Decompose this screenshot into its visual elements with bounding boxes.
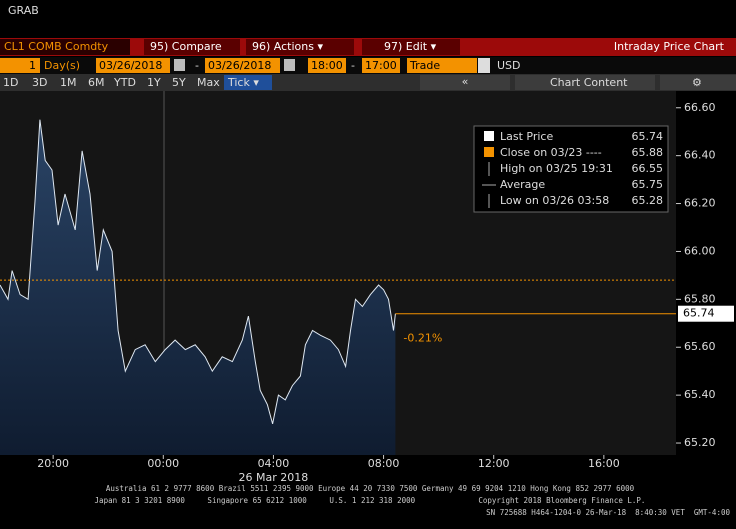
- last-price-tag: [678, 305, 734, 322]
- legend-box: [473, 125, 669, 213]
- range-option[interactable]: 1D: [3, 76, 18, 89]
- legend-icon: [484, 131, 494, 141]
- function-title: Intraday Price Chart: [614, 40, 725, 53]
- toolbar-button[interactable]: 96) Actions ▾: [252, 40, 323, 53]
- field[interactable]: [205, 58, 280, 73]
- range-option[interactable]: 1M: [60, 76, 77, 89]
- toolbar-button[interactable]: 97) Edit ▾: [384, 40, 437, 53]
- range-option[interactable]: Tick ▾: [227, 76, 259, 89]
- settings-button[interactable]: [660, 75, 736, 90]
- x-tick-label: 12:00: [478, 457, 510, 470]
- chart-content[interactable]: Chart Content: [550, 76, 628, 89]
- range-option[interactable]: Max: [197, 76, 220, 89]
- screen-title: GRAB: [8, 4, 39, 17]
- legend-value: 65.74: [632, 130, 664, 143]
- change-label: -0.21%: [403, 332, 442, 345]
- y-tick-label: 66.40: [684, 149, 716, 162]
- footer-line: Australia 61 2 9777 8600 Brazil 5511 239…: [106, 484, 635, 493]
- legend-label: Average: [500, 178, 545, 191]
- range-option[interactable]: 5Y: [172, 76, 186, 89]
- collapse[interactable]: «: [462, 75, 469, 88]
- legend-label: Low on 03/26 03:58: [500, 194, 609, 207]
- range-option[interactable]: 1Y: [147, 76, 161, 89]
- separator: -: [195, 59, 199, 72]
- end-time[interactable]: 17:00: [365, 59, 397, 72]
- security[interactable]: CL1 COMB Comdty: [4, 40, 109, 53]
- active-range[interactable]: [224, 75, 272, 90]
- y-tick-label: 65.60: [684, 340, 716, 353]
- dropdown[interactable]: [478, 58, 490, 73]
- legend-icon: [484, 147, 494, 157]
- button-bg[interactable]: [246, 39, 354, 55]
- button-bg[interactable]: [144, 39, 240, 55]
- price-line: [0, 119, 396, 425]
- field[interactable]: [0, 58, 40, 73]
- y-tick-label: 66.60: [684, 101, 716, 114]
- legend-label: Close on 03/23 ----: [500, 146, 602, 159]
- y-tick-label: 65.80: [684, 292, 716, 305]
- legend-label: High on 03/25 19:31: [500, 162, 613, 175]
- last-price-tag-label: 65.74: [683, 307, 715, 320]
- legend-label: Last Price: [500, 130, 553, 143]
- days-field[interactable]: 1: [29, 59, 36, 72]
- security-field[interactable]: [0, 39, 130, 55]
- days-unit: Day(s): [44, 59, 80, 72]
- toolbar-button[interactable]: 95) Compare: [150, 40, 222, 53]
- x-tick-label: 04:00: [258, 457, 290, 470]
- plot: [0, 119, 676, 455]
- date-label: 26 Mar 2018: [239, 471, 309, 484]
- y-tick-label: 65.20: [684, 436, 716, 449]
- legend-value: 65.28: [632, 194, 664, 207]
- field[interactable]: Trade: [409, 59, 440, 72]
- calendar-icon[interactable]: [174, 59, 185, 71]
- price-area: [0, 119, 396, 455]
- range-option[interactable]: 3D: [32, 76, 47, 89]
- separator: -: [351, 59, 355, 72]
- footer-line: Japan 81 3 3201 8900 Singapore 65 6212 1…: [95, 496, 646, 505]
- range-option[interactable]: 6M: [88, 76, 105, 89]
- chart-content-button[interactable]: [515, 75, 655, 90]
- legend-value: 65.75: [632, 178, 664, 191]
- range-option[interactable]: YTD: [113, 76, 136, 89]
- collapse-button[interactable]: [420, 75, 510, 90]
- footer-line: SN 725688 H464-1204-0 26-Mar-18 8:40:30 …: [486, 508, 730, 517]
- gear-icon[interactable]: ⚙: [692, 76, 702, 89]
- legend-value: 66.55: [632, 162, 664, 175]
- y-tick-label: 66.00: [684, 244, 716, 257]
- x-tick-label: 16:00: [588, 457, 620, 470]
- field[interactable]: [362, 58, 400, 73]
- end-date[interactable]: 03/26/2018: [208, 59, 271, 72]
- x-tick-label: 20:00: [37, 457, 69, 470]
- y-tick-label: 65.40: [684, 388, 716, 401]
- calendar-icon[interactable]: [284, 59, 295, 71]
- start-time[interactable]: 18:00: [311, 59, 343, 72]
- y-tick-label: 66.20: [684, 197, 716, 210]
- field[interactable]: [308, 58, 346, 73]
- currency: USD: [497, 59, 521, 72]
- x-tick-label: 00:00: [147, 457, 179, 470]
- field[interactable]: [96, 58, 170, 73]
- field[interactable]: [407, 58, 477, 73]
- x-tick-label: 08:00: [368, 457, 400, 470]
- start-date[interactable]: 03/26/2018: [99, 59, 162, 72]
- legend-value: 65.88: [632, 146, 664, 159]
- button-bg[interactable]: [362, 39, 460, 55]
